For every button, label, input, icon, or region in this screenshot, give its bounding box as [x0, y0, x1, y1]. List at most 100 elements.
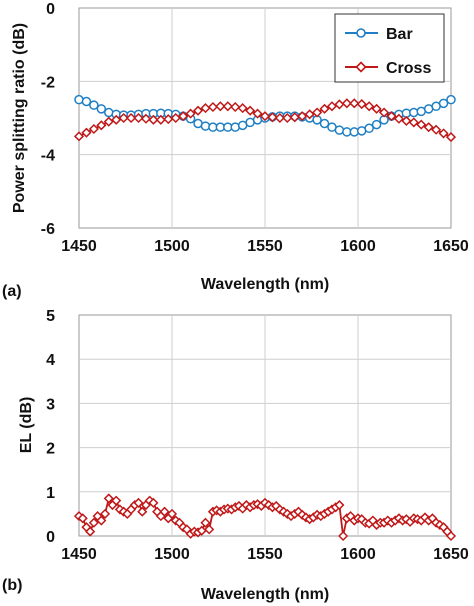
data-point [185, 108, 196, 119]
data-point [133, 497, 144, 508]
x-tick-label: 1500 [154, 546, 190, 563]
panel-a: 1450 1500 1550 1600 1650 -6 -4 -2 0 Power splitt… [2, 1, 469, 300]
data-point [259, 111, 271, 122]
data-point [200, 517, 211, 528]
data-point [356, 99, 367, 110]
y-tick-label: -6 [41, 221, 55, 238]
data-point [77, 513, 88, 524]
x-tick-label: 1550 [247, 238, 283, 255]
data-point [81, 127, 92, 138]
data-point [85, 526, 96, 537]
data-point [215, 101, 226, 112]
data-point [319, 118, 330, 129]
data-point [274, 112, 285, 124]
data-point [192, 105, 204, 116]
legend-label-bar: Bar [386, 26, 413, 43]
data-point [341, 98, 352, 109]
data-point [96, 515, 107, 526]
legend-box [334, 13, 445, 83]
legend-marker-cross [355, 61, 367, 73]
x-axis-label-b: Wavelength (nm) [201, 586, 329, 603]
legend-marker-bar [356, 28, 366, 38]
x-tick-label: 1450 [61, 546, 97, 563]
tick-labels-b: 1450 1500 1550 1600 1650 0 1 2 3 4 5 [46, 308, 469, 563]
x-tick-label: 1500 [154, 238, 190, 255]
data-point [99, 508, 111, 519]
data-point [438, 128, 449, 139]
y-tick-label: 0 [46, 1, 55, 18]
data-point [297, 111, 308, 122]
data-point [438, 98, 449, 109]
tick-labels-a: 1450 1500 1550 1600 1650 -6 -4 -2 0 [41, 1, 469, 255]
data-point [364, 101, 375, 112]
data-point [222, 101, 233, 112]
data-point [431, 124, 442, 135]
data-point [378, 107, 390, 118]
data-point [140, 113, 152, 124]
data-point [445, 132, 457, 143]
data-point [349, 98, 360, 109]
x-tick-label: 1550 [247, 546, 283, 563]
data-point [408, 117, 419, 128]
y-axis-label-a: Power splitting ratio (dB) [11, 23, 28, 213]
data-point [111, 495, 122, 506]
data-point [364, 123, 374, 134]
data-point [88, 517, 99, 528]
data-point [237, 103, 248, 114]
series-a [73, 94, 457, 143]
data-point [126, 112, 137, 124]
data-point [312, 107, 323, 118]
data-point [111, 114, 122, 125]
data-point [386, 111, 397, 122]
data-point [73, 131, 85, 142]
data-point [349, 127, 360, 137]
data-point [170, 112, 181, 124]
data-point [148, 114, 159, 125]
x-tick-label: 1450 [61, 238, 97, 255]
data-point [230, 101, 241, 113]
data-point [204, 524, 215, 535]
x-tick-label: 1650 [433, 238, 469, 255]
data-point [137, 506, 148, 517]
data-point [401, 115, 412, 126]
y-axis-label-b: EL (dB) [18, 397, 35, 454]
data-point [371, 103, 382, 114]
panel-b: 1450 1500 1550 1600 1650 0 1 2 3 4 5 EL (dB) Wavel… [2, 308, 469, 603]
x-axis-label-a: Wavelength (nm) [201, 276, 329, 293]
x-tick-label: 1600 [340, 546, 376, 563]
data-point [252, 108, 263, 119]
legend-label-cross: Cross [386, 60, 431, 77]
y-tick-label: -4 [41, 148, 55, 165]
data-point [89, 100, 99, 110]
data-point [282, 112, 293, 124]
data-point [207, 101, 218, 113]
data-point [338, 530, 349, 542]
data-point [393, 113, 404, 124]
y-tick-label: 4 [46, 352, 55, 369]
y-tick-label: 2 [46, 441, 55, 458]
grid-b [79, 315, 451, 536]
data-point [416, 119, 427, 130]
data-point [155, 114, 166, 125]
data-point [81, 96, 92, 107]
data-point [326, 101, 338, 112]
data-point [423, 122, 434, 133]
data-point [178, 111, 189, 122]
y-tick-label: 3 [46, 396, 55, 413]
data-point [133, 112, 144, 124]
data-point [245, 105, 256, 116]
data-point [88, 123, 99, 135]
data-point [409, 107, 419, 118]
data-point [118, 112, 129, 124]
data-point [96, 104, 107, 114]
data-point [319, 103, 330, 114]
y-tick-label: -2 [41, 74, 55, 91]
data-point [446, 94, 456, 105]
data-point [103, 493, 114, 504]
data-point [200, 121, 211, 131]
data-point [148, 497, 159, 508]
data-point [166, 508, 178, 519]
legend-a: Bar Cross [334, 13, 445, 83]
y-tick-label: 1 [46, 485, 55, 502]
